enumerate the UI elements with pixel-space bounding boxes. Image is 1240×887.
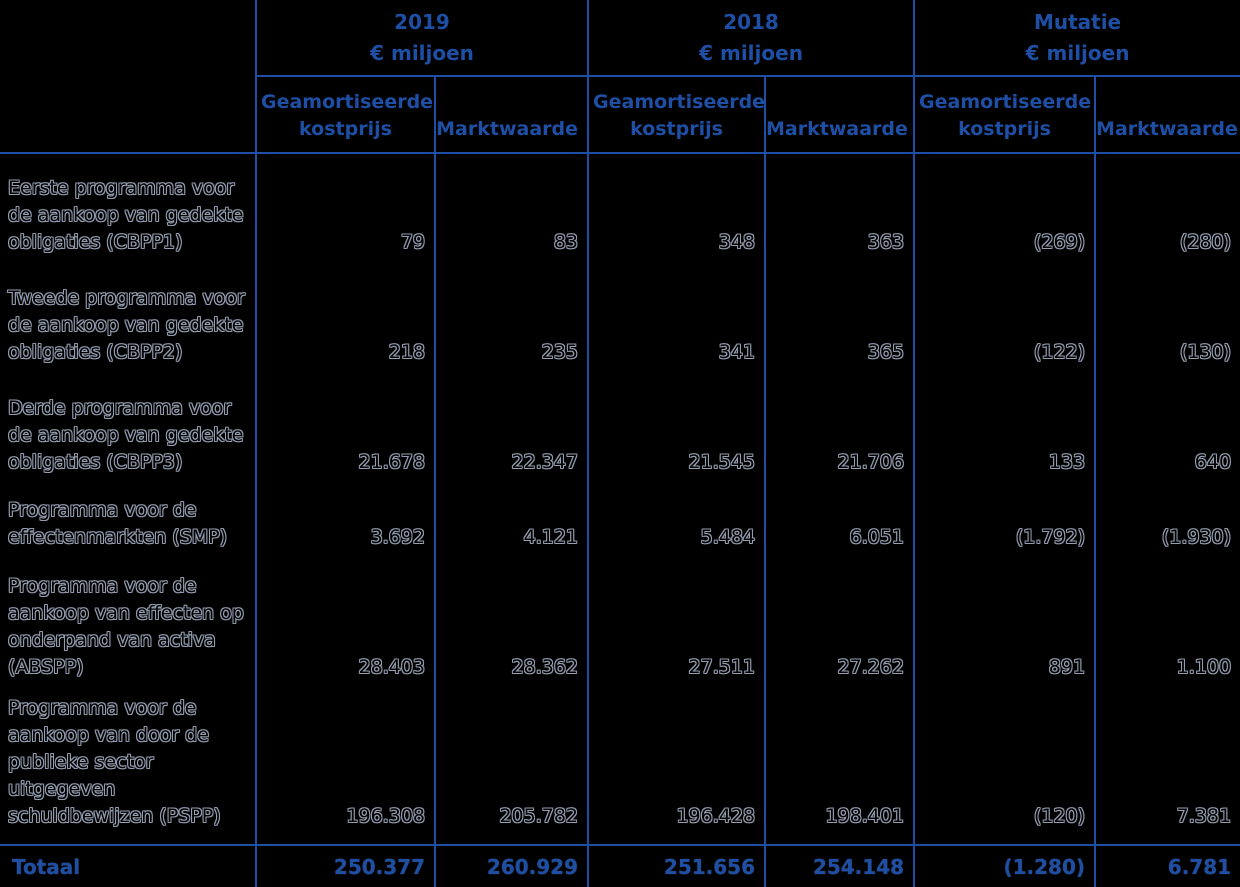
value-mutatie-market: (130) xyxy=(1094,270,1240,380)
table-row-pspp: Programma voor de aankoop van door de pu… xyxy=(0,695,1240,845)
value-2018-market: 363 xyxy=(764,153,915,270)
total-label: Totaal xyxy=(0,844,256,887)
value-mutatie-amortised: (1.792) xyxy=(913,490,1096,565)
header-group-row: 2019 € miljoen 2018 € miljoen Mutatie € … xyxy=(0,0,1240,154)
total-2019-market: 260.929 xyxy=(433,844,589,887)
table-row-cbpp2: Tweede programma voor de aankoop van ged… xyxy=(0,270,1240,380)
value-2019-market: 28.362 xyxy=(433,565,589,695)
table-row-cbpp1: Eerste programma voor de aankoop van ged… xyxy=(0,153,1240,270)
row-label: Programma voor de aankoop van effecten o… xyxy=(0,565,256,695)
row-label-line: (ABSPP) xyxy=(8,656,84,678)
header-year: 2018 xyxy=(723,9,779,34)
table-row-smp: Programma voor de effectenmarkten (SMP) … xyxy=(0,490,1240,565)
row-label: Derde programma voor de aankoop van gede… xyxy=(0,380,256,490)
value-mutatie-amortised: (122) xyxy=(913,270,1096,380)
value-2019-amortised: 21.678 xyxy=(255,380,435,490)
subheader-2018-amortised-cost: Geamortiseerde kostprijs xyxy=(587,76,766,154)
value-2019-amortised: 218 xyxy=(255,270,435,380)
header-group-mutatie: Mutatie € miljoen xyxy=(913,0,1240,77)
total-2019-amortised: 250.377 xyxy=(255,844,435,887)
row-label-line: Programma voor de xyxy=(8,575,197,597)
value-mutatie-market: (1.930) xyxy=(1094,490,1240,565)
value-2018-amortised: 196.428 xyxy=(587,695,766,845)
value-2019-market: 22.347 xyxy=(433,380,589,490)
value-mutatie-market: 640 xyxy=(1094,380,1240,490)
header-year: Mutatie xyxy=(1033,9,1122,34)
total-row: Totaal 250.377 260.929 251.656 254.148 (… xyxy=(0,844,1240,887)
subheader-2019-amortised-cost: Geamortiseerde kostprijs xyxy=(255,76,435,154)
row-label: Tweede programma voor de aankoop van ged… xyxy=(0,270,256,380)
table-row-abspp: Programma voor de aankoop van effecten o… xyxy=(0,565,1240,695)
value-2018-market: 27.262 xyxy=(764,565,915,695)
subheader-2018-market-value: Marktwaarde xyxy=(764,76,915,154)
header-unit: € miljoen xyxy=(370,40,474,65)
total-2018-market: 254.148 xyxy=(764,844,915,887)
row-label-line: Eerste programma voor xyxy=(8,177,235,199)
row-label-line: de aankoop van gedekte xyxy=(8,424,244,446)
total-2018-amortised: 251.656 xyxy=(587,844,766,887)
header-sub-row: Geamortiseerde kostprijs Marktwaarde Gea… xyxy=(0,76,1240,154)
corner-cell xyxy=(0,0,256,154)
row-label-line: Programma voor de xyxy=(8,499,197,521)
row-label-line: de aankoop van gedekte xyxy=(8,204,244,226)
value-mutatie-market: 1.100 xyxy=(1094,565,1240,695)
value-2019-amortised: 3.692 xyxy=(255,490,435,565)
subheader-mutatie-market-value: Marktwaarde xyxy=(1094,76,1240,154)
value-2018-market: 365 xyxy=(764,270,915,380)
value-2018-market: 21.706 xyxy=(764,380,915,490)
value-2019-market: 235 xyxy=(433,270,589,380)
value-2019-amortised: 79 xyxy=(255,153,435,270)
value-mutatie-amortised: 133 xyxy=(913,380,1096,490)
value-mutatie-amortised: 891 xyxy=(913,565,1096,695)
value-2018-amortised: 348 xyxy=(587,153,766,270)
value-2018-amortised: 27.511 xyxy=(587,565,766,695)
table-row-cbpp3: Derde programma voor de aankoop van gede… xyxy=(0,380,1240,490)
value-2019-amortised: 196.308 xyxy=(255,695,435,845)
subheader-mutatie-amortised-cost: Geamortiseerde kostprijs xyxy=(913,76,1096,154)
row-label-line: uitgegeven xyxy=(8,778,116,800)
header-unit: € miljoen xyxy=(699,40,803,65)
value-2018-amortised: 341 xyxy=(587,270,766,380)
row-label: Eerste programma voor de aankoop van ged… xyxy=(0,153,256,270)
header-year: 2019 xyxy=(394,9,450,34)
value-2018-market: 6.051 xyxy=(764,490,915,565)
row-label-line: obligaties (CBPP2) xyxy=(8,341,183,363)
row-label-line: de aankoop van gedekte xyxy=(8,314,244,336)
row-label-line: obligaties (CBPP1) xyxy=(8,231,183,253)
value-mutatie-market: (280) xyxy=(1094,153,1240,270)
row-label: Programma voor de aankoop van door de pu… xyxy=(0,695,256,845)
row-label: Programma voor de effectenmarkten (SMP) xyxy=(0,490,256,565)
row-label-line: Tweede programma voor xyxy=(8,287,245,309)
row-label-line: effectenmarkten (SMP) xyxy=(8,526,228,548)
subheader-2019-market-value: Marktwaarde xyxy=(433,76,589,154)
header-group-2018: 2018 € miljoen xyxy=(587,0,915,77)
value-2019-amortised: 28.403 xyxy=(255,565,435,695)
value-2019-market: 4.121 xyxy=(433,490,589,565)
value-2018-amortised: 5.484 xyxy=(587,490,766,565)
total-mutatie-amortised: (1.280) xyxy=(913,844,1096,887)
total-mutatie-market: 6.781 xyxy=(1094,844,1240,887)
row-label-line: Programma voor de xyxy=(8,697,197,719)
value-mutatie-amortised: (269) xyxy=(913,153,1096,270)
value-mutatie-amortised: (120) xyxy=(913,695,1096,845)
row-label-line: aankoop van effecten op xyxy=(8,602,244,624)
value-2019-market: 83 xyxy=(433,153,589,270)
row-label-line: onderpand van activa xyxy=(8,629,216,651)
row-label-line: publieke sector xyxy=(8,751,154,773)
value-mutatie-market: 7.381 xyxy=(1094,695,1240,845)
row-label-line: aankoop van door de xyxy=(8,724,209,746)
value-2018-market: 198.401 xyxy=(764,695,915,845)
value-2019-market: 205.782 xyxy=(433,695,589,845)
row-label-line: Derde programma voor xyxy=(8,397,232,419)
header-group-2019: 2019 € miljoen xyxy=(254,0,589,77)
header-unit: € miljoen xyxy=(1025,40,1130,65)
row-label-line: obligaties (CBPP3) xyxy=(8,451,183,473)
row-label-line: schuldbewijzen (PSPP) xyxy=(8,805,221,827)
value-2018-amortised: 21.545 xyxy=(587,380,766,490)
